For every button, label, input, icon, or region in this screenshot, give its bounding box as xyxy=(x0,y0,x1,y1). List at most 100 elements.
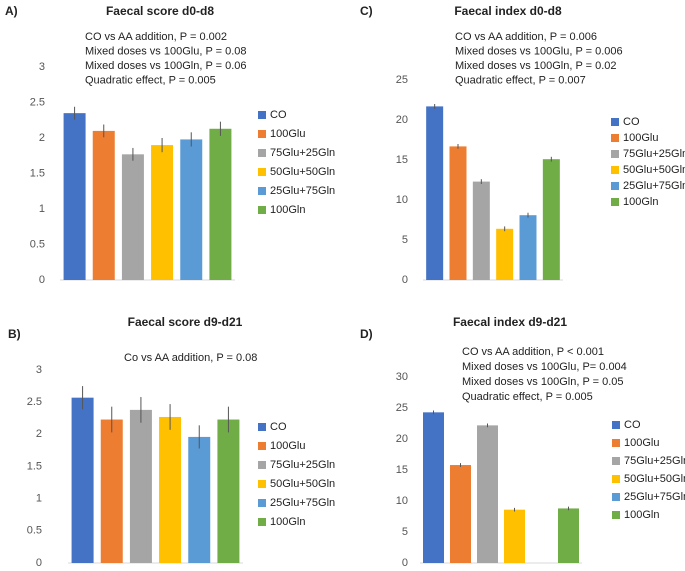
legend-label: 25Glu+75Gln xyxy=(623,180,685,192)
legend-label: 50Glu+50Gln xyxy=(270,478,335,490)
bar xyxy=(151,145,174,280)
y-tick-label: 1.5 xyxy=(30,167,45,179)
legend-label: 100Gln xyxy=(624,509,659,521)
legend-label: 75Glu+25Gln xyxy=(270,459,335,471)
legend-label: 50Glu+50Gln xyxy=(624,473,685,485)
y-tick-label: 1.5 xyxy=(27,460,42,472)
y-tick-label: 2.5 xyxy=(30,96,45,108)
legend-swatch xyxy=(611,182,619,190)
annotation: CO vs AA addition, P = 0.002 xyxy=(85,31,227,43)
y-tick-label: 0 xyxy=(39,274,45,286)
legend-swatch xyxy=(258,461,266,469)
legend-label: 75Glu+25Gln xyxy=(270,147,335,159)
y-tick-label: 25 xyxy=(396,74,408,86)
bar xyxy=(472,181,490,280)
y-tick-label: 5 xyxy=(402,526,408,538)
bar xyxy=(477,425,498,563)
legend-label: 100Glu xyxy=(623,132,658,144)
legend-label: 100Gln xyxy=(623,196,658,208)
legend-swatch xyxy=(258,480,266,488)
legend-swatch xyxy=(612,511,620,519)
legend-swatch xyxy=(258,499,266,507)
legend-label: 100Glu xyxy=(270,440,305,452)
legend-swatch xyxy=(258,187,266,195)
annotation: Quadratic effect, P = 0.005 xyxy=(85,74,216,86)
bar xyxy=(180,139,203,280)
legend-swatch xyxy=(258,423,266,431)
annotation: Co vs AA addition, P = 0.08 xyxy=(124,352,257,364)
annotation: CO vs AA addition, P = 0.006 xyxy=(455,31,597,43)
bar xyxy=(129,409,152,563)
annotation: Quadratic effect, P = 0.007 xyxy=(455,74,586,86)
bar xyxy=(71,397,94,563)
annotation: Mixed doses vs 100Gln, P = 0.02 xyxy=(455,60,617,72)
y-tick-label: 10 xyxy=(396,194,408,206)
annotation: CO vs AA addition, P < 0.001 xyxy=(462,346,604,358)
bar xyxy=(92,130,115,280)
bar xyxy=(449,146,467,280)
bar xyxy=(450,465,471,563)
legend-swatch xyxy=(258,149,266,157)
y-tick-label: 15 xyxy=(396,154,408,166)
legend-label: 50Glu+50Gln xyxy=(623,164,685,176)
legend-label: 100Gln xyxy=(270,516,305,528)
bar xyxy=(426,106,444,281)
legend-swatch xyxy=(612,493,620,501)
legend-swatch xyxy=(611,150,619,158)
legend-label: 100Gln xyxy=(270,204,305,216)
legend-swatch xyxy=(258,168,266,176)
legend-swatch xyxy=(258,206,266,214)
y-tick-label: 2 xyxy=(39,132,45,144)
legend-label: 100Glu xyxy=(624,437,659,449)
bar xyxy=(63,113,86,281)
bar xyxy=(558,508,579,563)
chart-title: Faecal score d0-d8 xyxy=(106,4,214,18)
y-tick-label: 25 xyxy=(396,402,408,414)
y-tick-label: 2 xyxy=(36,428,42,440)
panel-label: C) xyxy=(360,4,373,18)
bar xyxy=(217,419,240,563)
bar xyxy=(542,159,560,280)
bar xyxy=(159,416,182,563)
y-tick-label: 1 xyxy=(39,203,45,215)
legend-label: 100Glu xyxy=(270,128,305,140)
y-tick-label: 10 xyxy=(396,495,408,507)
legend-swatch xyxy=(612,421,620,429)
legend-label: CO xyxy=(624,419,641,431)
bar xyxy=(423,412,444,563)
legend-swatch xyxy=(258,130,266,138)
chart-title: Faecal index d0-d8 xyxy=(454,4,562,18)
bar xyxy=(121,154,144,280)
legend-label: CO xyxy=(623,116,640,128)
y-tick-label: 0 xyxy=(402,557,408,569)
legend-swatch xyxy=(611,166,619,174)
annotation: Mixed doses vs 100Gln, P = 0.05 xyxy=(462,376,624,388)
y-tick-label: 3 xyxy=(36,364,42,376)
y-tick-label: 20 xyxy=(396,433,408,445)
bar xyxy=(496,228,514,280)
bar xyxy=(209,128,232,280)
bar xyxy=(188,436,211,563)
legend-swatch xyxy=(611,118,619,126)
legend-swatch xyxy=(612,439,620,447)
y-tick-label: 30 xyxy=(396,371,408,383)
y-tick-label: 0 xyxy=(36,557,42,569)
y-tick-label: 0.5 xyxy=(27,525,42,537)
legend-label: CO xyxy=(270,421,287,433)
legend-label: 25Glu+75Gln xyxy=(270,185,335,197)
y-tick-label: 5 xyxy=(402,234,408,246)
legend-label: 25Glu+75Gln xyxy=(624,491,685,503)
legend-swatch xyxy=(258,518,266,526)
legend-swatch xyxy=(612,475,620,483)
legend-label: 75Glu+25Gln xyxy=(624,455,685,467)
annotation: Mixed doses vs 100Gln, P = 0.06 xyxy=(85,60,247,72)
legend-swatch xyxy=(611,198,619,206)
panel-label: B) xyxy=(8,327,21,341)
annotation: Quadratic effect, P = 0.005 xyxy=(462,391,593,403)
legend-swatch xyxy=(258,442,266,450)
annotation: Mixed doses vs 100Glu, P= 0.004 xyxy=(462,361,627,373)
y-tick-label: 3 xyxy=(39,61,45,73)
annotation: Mixed doses vs 100Glu, P = 0.08 xyxy=(85,45,247,57)
bar xyxy=(100,419,123,563)
